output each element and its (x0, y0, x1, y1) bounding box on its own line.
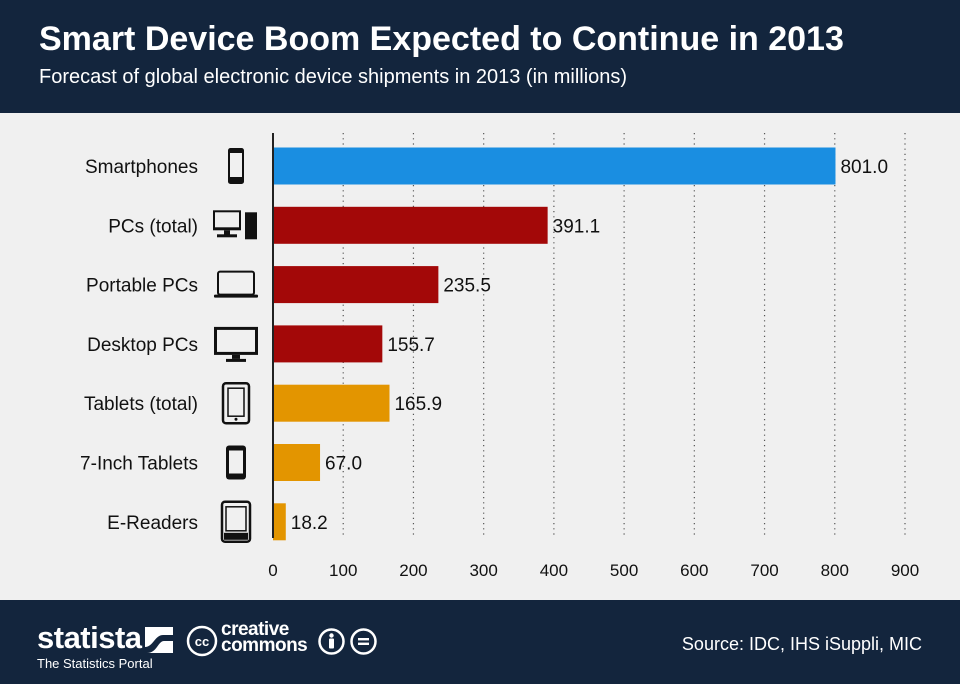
small-tablet-icon (226, 445, 246, 480)
bar-chart: 0 100 200 300 400 500 600 700 800 900 801.0 Smartph… (80, 133, 919, 580)
svg-text:cc: cc (195, 634, 209, 649)
category-label: E-Readers (107, 513, 198, 534)
category-label: PCs (total) (108, 216, 198, 237)
bar-5 (273, 384, 390, 422)
statista-logo[interactable]: statista (37, 620, 142, 655)
bar-4 (273, 325, 383, 363)
x-tick-label: 800 (821, 561, 849, 580)
data-label: 67.0 (325, 454, 362, 475)
source-note: Source: IDC, IHS iSuppli, MIC (681, 634, 922, 654)
x-tick-label: 0 (268, 561, 277, 580)
chart-title: Smart Device Boom Expected to Continue i… (39, 20, 844, 58)
laptop-icon (214, 270, 258, 298)
x-tick-label: 600 (680, 561, 708, 580)
category-label: Smartphones (85, 157, 198, 178)
x-tick-label: 400 (540, 561, 568, 580)
creative-commons-icon: cc (186, 625, 218, 657)
data-label: 801.0 (840, 157, 888, 178)
bar-1 (273, 147, 836, 185)
x-tick-label: 200 (399, 561, 427, 580)
x-tick-label: 300 (469, 561, 497, 580)
category-label: Desktop PCs (87, 335, 198, 356)
ereader-icon (220, 500, 252, 544)
x-tick-label: 500 (610, 561, 638, 580)
data-label: 235.5 (443, 276, 491, 297)
data-label: 165.9 (394, 394, 442, 415)
x-tick-label: 900 (891, 561, 919, 580)
chart-area: 0 100 200 300 400 500 600 700 800 900 801.0 Smartph… (0, 113, 960, 600)
data-label: 391.1 (553, 216, 601, 237)
category-label: Tablets (total) (84, 394, 198, 415)
creative-commons-label[interactable]: creative commons (221, 619, 308, 656)
desktop-monitor-icon (214, 326, 258, 362)
category-label: Portable PCs (86, 276, 198, 297)
x-tick-label: 100 (329, 561, 357, 580)
attribution-icon (318, 628, 345, 655)
footer: statista The Statistics Portal cc creati… (0, 600, 960, 684)
pc-icon (213, 210, 257, 240)
no-derivatives-icon (350, 628, 377, 655)
bar-3 (273, 266, 439, 304)
data-label: 18.2 (291, 513, 328, 534)
statista-wave-icon (145, 627, 173, 653)
chart-subtitle: Forecast of global electronic device shi… (39, 66, 628, 88)
smartphone-icon (228, 148, 244, 184)
header: Smart Device Boom Expected to Continue i… (0, 0, 960, 113)
statista-tagline: The Statistics Portal (37, 656, 153, 671)
x-tick-label: 700 (750, 561, 778, 580)
bar-6 (273, 444, 321, 481)
bar-7 (273, 503, 286, 541)
category-label: 7-Inch Tablets (80, 454, 198, 475)
data-label: 155.7 (387, 335, 435, 356)
bar-2 (273, 206, 548, 244)
tablet-icon (221, 381, 251, 425)
